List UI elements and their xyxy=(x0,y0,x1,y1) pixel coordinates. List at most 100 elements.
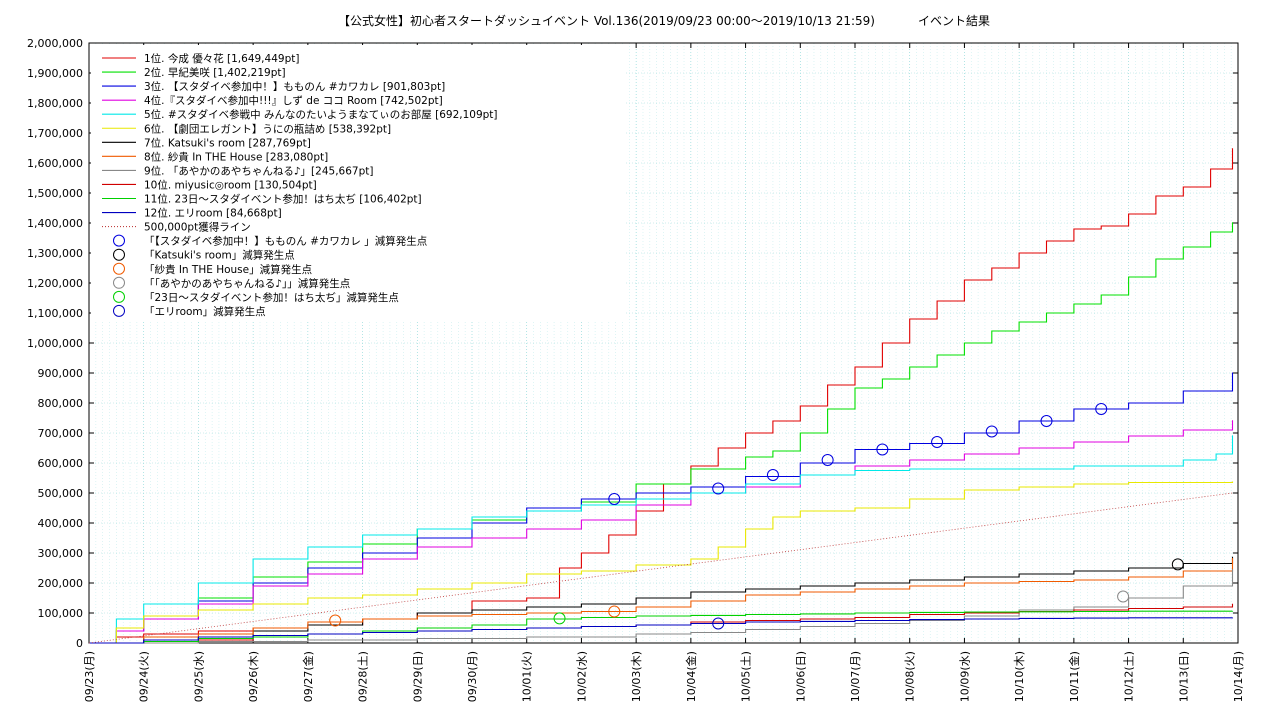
x-tick-label: 09/29(日) xyxy=(411,651,424,702)
legend-label: 2位. 早紀美咲 [1,402,219pt] xyxy=(144,66,286,79)
x-tick-label: 10/11(金) xyxy=(1067,651,1081,702)
legend-label: 3位. 【スタダイベ参加中！】もものん #カワカレ [901,803pt] xyxy=(144,80,445,93)
x-tick-label: 10/08(火) xyxy=(904,651,917,702)
legend-background xyxy=(91,45,626,322)
y-tick-label: 200,000 xyxy=(38,577,84,590)
legend-label: 7位. Katsuki's room [287,769pt] xyxy=(144,136,311,149)
legend-marker xyxy=(113,262,125,275)
chart-title: 【公式女性】初心者スタートダッシュイベント Vol.136(2019/09/23… xyxy=(338,13,875,28)
x-tick-label: 10/04(金) xyxy=(684,651,698,702)
y-tick-label: 1,100,000 xyxy=(27,307,83,320)
x-tick-label: 10/02(水) xyxy=(575,651,588,702)
x-tick-label: 09/23(月) xyxy=(83,651,96,702)
legend-label: 「紗貴 In THE House」減算発生点 xyxy=(144,263,312,276)
series-line xyxy=(88,492,1233,644)
x-tick-label: 10/14(月) xyxy=(1232,651,1245,702)
y-tick-label: 1,900,000 xyxy=(27,67,83,80)
x-tick-label: 10/13(日) xyxy=(1177,651,1190,702)
legend-label: 「「あやかのあやちゃんねる♪」」減算発生点 xyxy=(144,277,350,290)
x-tick-label: 10/05(土) xyxy=(740,651,753,702)
x-tick-label: 10/03(木) xyxy=(630,651,643,702)
series-line xyxy=(89,556,1234,644)
legend-label: 10位. miyusic◎room [130,504pt] xyxy=(144,178,317,191)
y-tick-label: 600,000 xyxy=(38,457,84,470)
legend-label: 「【スタダイベ参加中！】もものん #カワカレ 」減算発生点 xyxy=(144,235,427,248)
y-tick-label: 2,000,000 xyxy=(27,37,83,50)
legend-marker xyxy=(113,276,125,289)
marker-layer xyxy=(329,403,1184,630)
marker-point xyxy=(876,443,889,456)
x-tick-label: 10/07(月) xyxy=(849,651,862,702)
legend-marker xyxy=(113,304,125,317)
y-tick-label: 0 xyxy=(76,637,83,650)
y-tick-label: 1,700,000 xyxy=(27,127,83,140)
legend-label: 「Katsuki's room」減算発生点 xyxy=(144,249,295,262)
legend-marker xyxy=(113,290,125,303)
y-tick-label: 400,000 xyxy=(38,517,84,530)
legend-label: 11位. 23日～スタダイベント参加！はち太ぢ [106,402pt] xyxy=(144,193,422,206)
legend-label: 「23日～スタダイベント参加！はち太ぢ」減算発生点 xyxy=(144,291,399,304)
marker-point xyxy=(821,454,834,466)
series-line xyxy=(89,222,1234,644)
y-tick-label: 1,000,000 xyxy=(27,337,83,350)
series-line xyxy=(89,435,1234,644)
legend-label: 6位. 【劇団エレガント】うにの瓶詰め [538,392pt] xyxy=(144,122,391,135)
x-tick-label: 10/10(木) xyxy=(1013,651,1026,702)
series-line xyxy=(89,481,1234,644)
series-line xyxy=(89,558,1234,644)
marker-point xyxy=(931,436,944,448)
marker-point xyxy=(608,605,621,618)
marker-point xyxy=(985,425,998,438)
x-tick-label: 10/09(水) xyxy=(958,651,971,702)
marker-point xyxy=(1040,415,1053,427)
y-tick-label: 1,300,000 xyxy=(27,247,83,260)
x-tick-label: 10/06(日) xyxy=(794,651,807,702)
y-tick-label: 1,600,000 xyxy=(27,157,83,170)
x-tick-label: 09/30(月) xyxy=(466,651,479,702)
marker-point xyxy=(329,614,342,627)
marker-point xyxy=(712,482,725,495)
marker-point xyxy=(712,617,725,630)
legend-label: 4位.『スタダイベ参加中!!!』しず de ココ Room [742,502pt… xyxy=(144,94,443,107)
y-tick-label: 900,000 xyxy=(38,367,84,380)
chart-subtitle: イベント結果 xyxy=(918,14,990,28)
y-tick-label: 1,500,000 xyxy=(27,187,83,200)
y-tick-label: 1,400,000 xyxy=(27,217,83,230)
legend-marker xyxy=(113,234,125,247)
series-line xyxy=(89,610,1234,644)
legend-label: 12位. エリroom [84,668pt] xyxy=(144,207,282,220)
y-tick-label: 1,200,000 xyxy=(27,277,83,290)
axes: 0 100,000 200,000 300,000 400,000 500,000 600,… xyxy=(27,37,1245,702)
legend-label: 5位. #スタダイベ参戦中 みんなのたいようまなてぃのお部屋 [692,109p… xyxy=(144,108,498,121)
legend-label: 1位. 今成 優々花 [1,649,449pt] xyxy=(144,52,299,65)
x-tick-label: 09/28(土) xyxy=(357,651,370,702)
x-tick-label: 09/26(木) xyxy=(247,651,260,702)
series-line xyxy=(89,372,1234,644)
y-tick-label: 500,000 xyxy=(38,487,84,500)
y-tick-label: 800,000 xyxy=(38,397,84,410)
x-tick-label: 09/24(火) xyxy=(138,651,151,702)
marker-point xyxy=(1171,558,1184,571)
marker-point xyxy=(608,493,621,505)
x-tick-label: 09/27(金) xyxy=(301,651,315,702)
y-tick-label: 700,000 xyxy=(38,427,84,440)
series-line xyxy=(89,617,1234,644)
legend-label: 「エリroom」減算発生点 xyxy=(144,305,266,318)
series-layer xyxy=(88,148,1234,644)
marker-point xyxy=(1095,403,1108,415)
legend-label: 8位. 紗貴 In THE House [283,080pt] xyxy=(144,150,328,163)
x-tick-label: 10/12(土) xyxy=(1123,651,1136,702)
marker-point xyxy=(766,469,779,481)
y-tick-label: 100,000 xyxy=(38,607,84,620)
legend-label: 9位. 「あやかのあやちゃんねる♪」[245,667pt] xyxy=(144,164,373,177)
marker-point xyxy=(553,612,566,625)
legend-label: 500,000pt獲得ライン xyxy=(144,221,251,234)
marker-point xyxy=(1117,590,1130,603)
y-tick-label: 1,800,000 xyxy=(27,97,83,110)
y-tick-label: 300,000 xyxy=(38,547,84,560)
legend-marker xyxy=(113,248,125,261)
legend: 1位. 今成 優々花 [1,649,449pt]2位. 早紀美咲 [1,402,… xyxy=(91,45,626,322)
x-tick-label: 10/01(火) xyxy=(521,651,534,702)
series-line xyxy=(89,569,1234,644)
